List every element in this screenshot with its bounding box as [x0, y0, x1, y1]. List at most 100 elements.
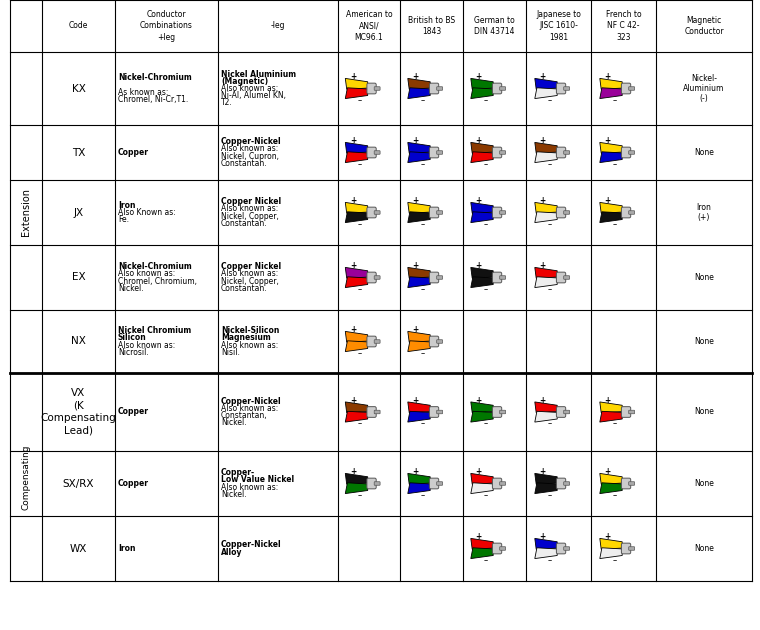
Text: Magnesium: Magnesium: [221, 333, 271, 342]
Polygon shape: [470, 152, 493, 163]
Polygon shape: [470, 142, 493, 153]
Polygon shape: [535, 483, 557, 493]
Text: Also known as:: Also known as:: [221, 404, 278, 413]
Polygon shape: [535, 539, 557, 549]
Text: Nickel-Chromium: Nickel-Chromium: [118, 262, 192, 271]
Text: None: None: [694, 479, 714, 488]
Polygon shape: [408, 473, 430, 484]
Text: Silicon: Silicon: [118, 333, 147, 342]
Text: +: +: [604, 532, 610, 541]
FancyBboxPatch shape: [564, 276, 569, 279]
Text: Nicrosil.: Nicrosil.: [118, 348, 149, 357]
FancyBboxPatch shape: [500, 276, 505, 279]
Polygon shape: [535, 277, 557, 287]
Text: +: +: [540, 532, 546, 541]
FancyBboxPatch shape: [556, 272, 565, 283]
FancyBboxPatch shape: [429, 272, 439, 283]
FancyBboxPatch shape: [374, 211, 380, 214]
Text: –: –: [483, 491, 488, 500]
Text: Copper Nickel: Copper Nickel: [221, 262, 281, 271]
FancyBboxPatch shape: [429, 406, 439, 417]
FancyBboxPatch shape: [564, 87, 569, 90]
Polygon shape: [600, 212, 622, 222]
FancyBboxPatch shape: [374, 276, 380, 279]
Text: Also known as:: Also known as:: [221, 270, 278, 278]
Text: Low Value Nickel: Low Value Nickel: [221, 476, 294, 484]
Text: Copper: Copper: [118, 408, 149, 416]
Text: +: +: [413, 261, 419, 270]
Text: Also Known as:: Also Known as:: [118, 208, 176, 217]
FancyBboxPatch shape: [629, 482, 635, 485]
FancyBboxPatch shape: [556, 406, 565, 417]
Text: Copper-Nickel: Copper-Nickel: [221, 541, 282, 549]
FancyBboxPatch shape: [374, 151, 380, 154]
Text: +: +: [413, 467, 419, 476]
Text: +: +: [413, 196, 419, 205]
Text: +: +: [475, 467, 482, 476]
FancyBboxPatch shape: [564, 151, 569, 154]
FancyBboxPatch shape: [437, 87, 442, 90]
FancyBboxPatch shape: [564, 211, 569, 214]
Polygon shape: [408, 411, 430, 422]
FancyBboxPatch shape: [622, 406, 631, 417]
Text: Nickel Aluminium: Nickel Aluminium: [221, 69, 296, 79]
Polygon shape: [600, 411, 622, 422]
FancyBboxPatch shape: [556, 207, 565, 218]
Text: KX: KX: [71, 84, 85, 93]
Text: +: +: [475, 532, 482, 541]
Polygon shape: [470, 212, 493, 222]
Polygon shape: [600, 473, 622, 484]
FancyBboxPatch shape: [429, 478, 439, 489]
FancyBboxPatch shape: [500, 482, 505, 485]
Polygon shape: [345, 202, 368, 213]
Text: –: –: [358, 160, 362, 169]
Text: Nickel-Chromium: Nickel-Chromium: [118, 73, 192, 82]
FancyBboxPatch shape: [429, 207, 439, 218]
Text: –: –: [613, 220, 616, 229]
Text: +: +: [475, 261, 482, 270]
Text: +: +: [413, 396, 419, 404]
Text: Constantan.: Constantan.: [221, 284, 268, 293]
Text: +: +: [350, 72, 356, 81]
FancyBboxPatch shape: [556, 83, 565, 94]
Text: –: –: [547, 285, 552, 294]
FancyBboxPatch shape: [374, 410, 380, 414]
Text: Chromel, Ni-Cr,T1.: Chromel, Ni-Cr,T1.: [118, 94, 188, 104]
Polygon shape: [470, 473, 493, 484]
FancyBboxPatch shape: [367, 336, 376, 347]
Text: None: None: [694, 273, 714, 282]
FancyBboxPatch shape: [374, 482, 380, 485]
FancyBboxPatch shape: [429, 147, 439, 158]
Text: Alloy: Alloy: [221, 547, 242, 556]
Polygon shape: [470, 88, 493, 98]
Text: None: None: [694, 337, 714, 346]
FancyBboxPatch shape: [629, 547, 635, 550]
Polygon shape: [535, 212, 557, 222]
FancyBboxPatch shape: [629, 410, 635, 414]
Polygon shape: [470, 548, 493, 559]
Text: –: –: [613, 160, 616, 169]
Text: JX: JX: [74, 207, 84, 217]
FancyBboxPatch shape: [429, 83, 439, 94]
Text: French to
NF C 42-
323: French to NF C 42- 323: [606, 11, 641, 42]
Polygon shape: [345, 78, 368, 89]
Text: +: +: [350, 325, 356, 334]
Text: +: +: [540, 136, 546, 145]
Polygon shape: [600, 539, 622, 549]
FancyBboxPatch shape: [500, 151, 505, 154]
Polygon shape: [408, 212, 430, 222]
FancyBboxPatch shape: [500, 410, 505, 414]
Polygon shape: [600, 402, 622, 413]
Text: +: +: [350, 467, 356, 476]
Text: –: –: [613, 491, 616, 500]
Text: –: –: [547, 491, 552, 500]
Text: Also known as:: Also known as:: [221, 341, 278, 350]
Text: Nickel, Copper,: Nickel, Copper,: [221, 277, 279, 285]
Text: T2.: T2.: [221, 98, 233, 107]
FancyBboxPatch shape: [492, 543, 502, 554]
FancyBboxPatch shape: [629, 151, 635, 154]
Text: –: –: [547, 420, 552, 428]
Polygon shape: [470, 539, 493, 549]
FancyBboxPatch shape: [437, 482, 442, 485]
Text: Iron: Iron: [118, 544, 135, 553]
